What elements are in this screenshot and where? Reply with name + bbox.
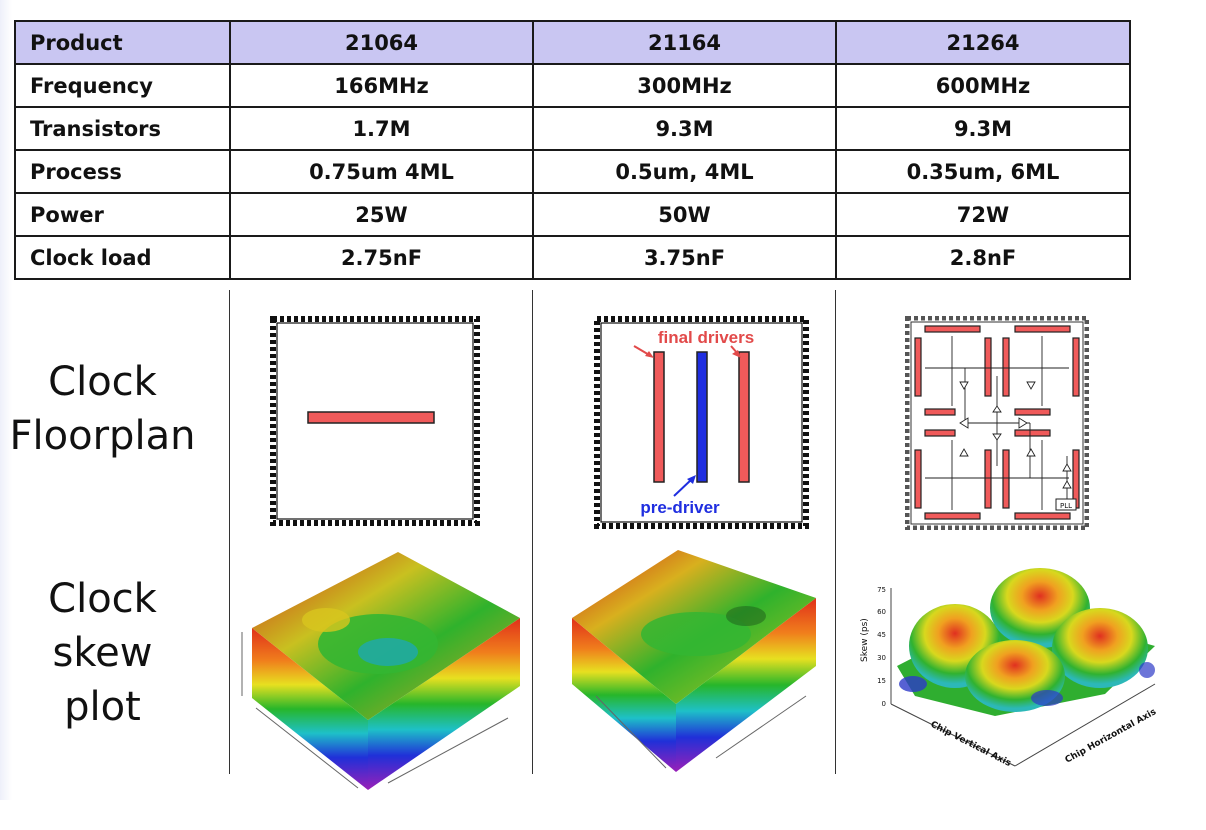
cell-21064: 2.75nF	[229, 235, 534, 280]
column-divider	[532, 290, 533, 774]
left-gradient-strip	[0, 0, 12, 800]
clock-skew-plot-label: Clock skew plot	[0, 572, 205, 734]
cell-21264: 72W	[835, 192, 1131, 237]
cell-21164: 50W	[532, 192, 837, 237]
y-tick: 45	[877, 631, 886, 639]
floorplan-21264: PLL	[905, 316, 1089, 530]
header-cell-21264: 21264	[835, 20, 1131, 65]
skew-plot-21264: Skew (ps) 75 60 45 30 15 0 Chip Vertical…	[860, 568, 1159, 769]
pll-block	[1055, 498, 1077, 511]
floorplan-21164: final drivers pre-driver	[594, 316, 809, 529]
cell-21064: 1.7M	[229, 106, 534, 151]
y-axis-label: Skew (ps)	[860, 618, 870, 662]
table-header-row: Product 21064 21164 21264	[14, 20, 1131, 65]
clock-floorplan-label: Clock Floorplan	[0, 355, 205, 463]
cell-21164: 3.75nF	[532, 235, 837, 280]
y-tick: 30	[877, 654, 886, 662]
table-row-transistors: Transistors 1.7M 9.3M 9.3M	[14, 106, 1131, 151]
surface-peak	[1052, 608, 1148, 688]
y-tick: 75	[877, 586, 886, 594]
cell-21164: 9.3M	[532, 106, 837, 151]
cell-21064: 0.75um 4ML	[229, 149, 534, 194]
table-row-clock-load: Clock load 2.75nF 3.75nF 2.8nF	[14, 235, 1131, 280]
pre-driver-bar	[696, 351, 708, 483]
surface-right-wall	[368, 618, 520, 790]
final-drivers-label: final drivers	[658, 328, 754, 347]
table-row-frequency: Frequency 166MHz 300MHz 600MHz	[14, 63, 1131, 108]
table-row-power: Power 25W 50W 72W	[14, 192, 1131, 237]
label-line: Clock	[48, 359, 157, 405]
clock-distribution-lines	[925, 336, 1069, 510]
arrow-to-pre-driver	[673, 478, 693, 497]
skew-plot-21064	[241, 552, 520, 790]
pll-label: PLL	[1060, 502, 1072, 510]
buffer-triangles	[959, 381, 1072, 489]
surface-left-wall	[572, 618, 676, 772]
row-label: Frequency	[14, 63, 231, 108]
table-row-process: Process 0.75um 4ML 0.5um, 4ML 0.35um, 6M…	[14, 149, 1131, 194]
cell-21264: 600MHz	[835, 63, 1131, 108]
row-label: Process	[14, 149, 231, 194]
header-cell-21164: 21164	[532, 20, 837, 65]
floorplan-21064	[270, 316, 480, 526]
cell-21064: 25W	[229, 192, 534, 237]
surface-right-wall	[676, 598, 816, 772]
x-axis-label-right: Chip Horizontal Axis	[1064, 707, 1159, 765]
column-divider	[229, 290, 230, 774]
clock-driver-bar	[307, 411, 435, 424]
label-line: Clock	[48, 576, 157, 622]
row-label: Transistors	[14, 106, 231, 151]
spec-table: Product 21064 21164 21264 Frequency 166M…	[14, 20, 1131, 280]
cell-21264: 9.3M	[835, 106, 1131, 151]
column-divider	[835, 290, 836, 774]
label-line: plot	[64, 684, 141, 730]
cell-21264: 2.8nF	[835, 235, 1131, 280]
skew-plot-21164	[572, 550, 816, 772]
pre-driver-label: pre-driver	[640, 498, 720, 517]
y-tick: 0	[882, 700, 886, 708]
row-label: Clock load	[14, 235, 231, 280]
y-tick: 60	[877, 608, 886, 616]
skew-axis-box	[890, 588, 1156, 767]
header-cell-21064: 21064	[229, 20, 534, 65]
surface-left-wall	[252, 628, 368, 790]
header-cell-product: Product	[14, 20, 231, 65]
cell-21164: 0.5um, 4ML	[532, 149, 837, 194]
row-label: Power	[14, 192, 231, 237]
label-line: skew	[52, 630, 153, 676]
cell-21064: 166MHz	[229, 63, 534, 108]
y-tick: 15	[877, 677, 886, 685]
x-axis-label-left: Chip Vertical Axis	[929, 720, 1013, 769]
final-driver-right	[738, 351, 750, 483]
label-line: Floorplan	[9, 413, 196, 459]
final-driver-left	[653, 351, 665, 483]
cell-21264: 0.35um, 6ML	[835, 149, 1131, 194]
cell-21164: 300MHz	[532, 63, 837, 108]
clock-grid-drivers	[914, 325, 1080, 520]
